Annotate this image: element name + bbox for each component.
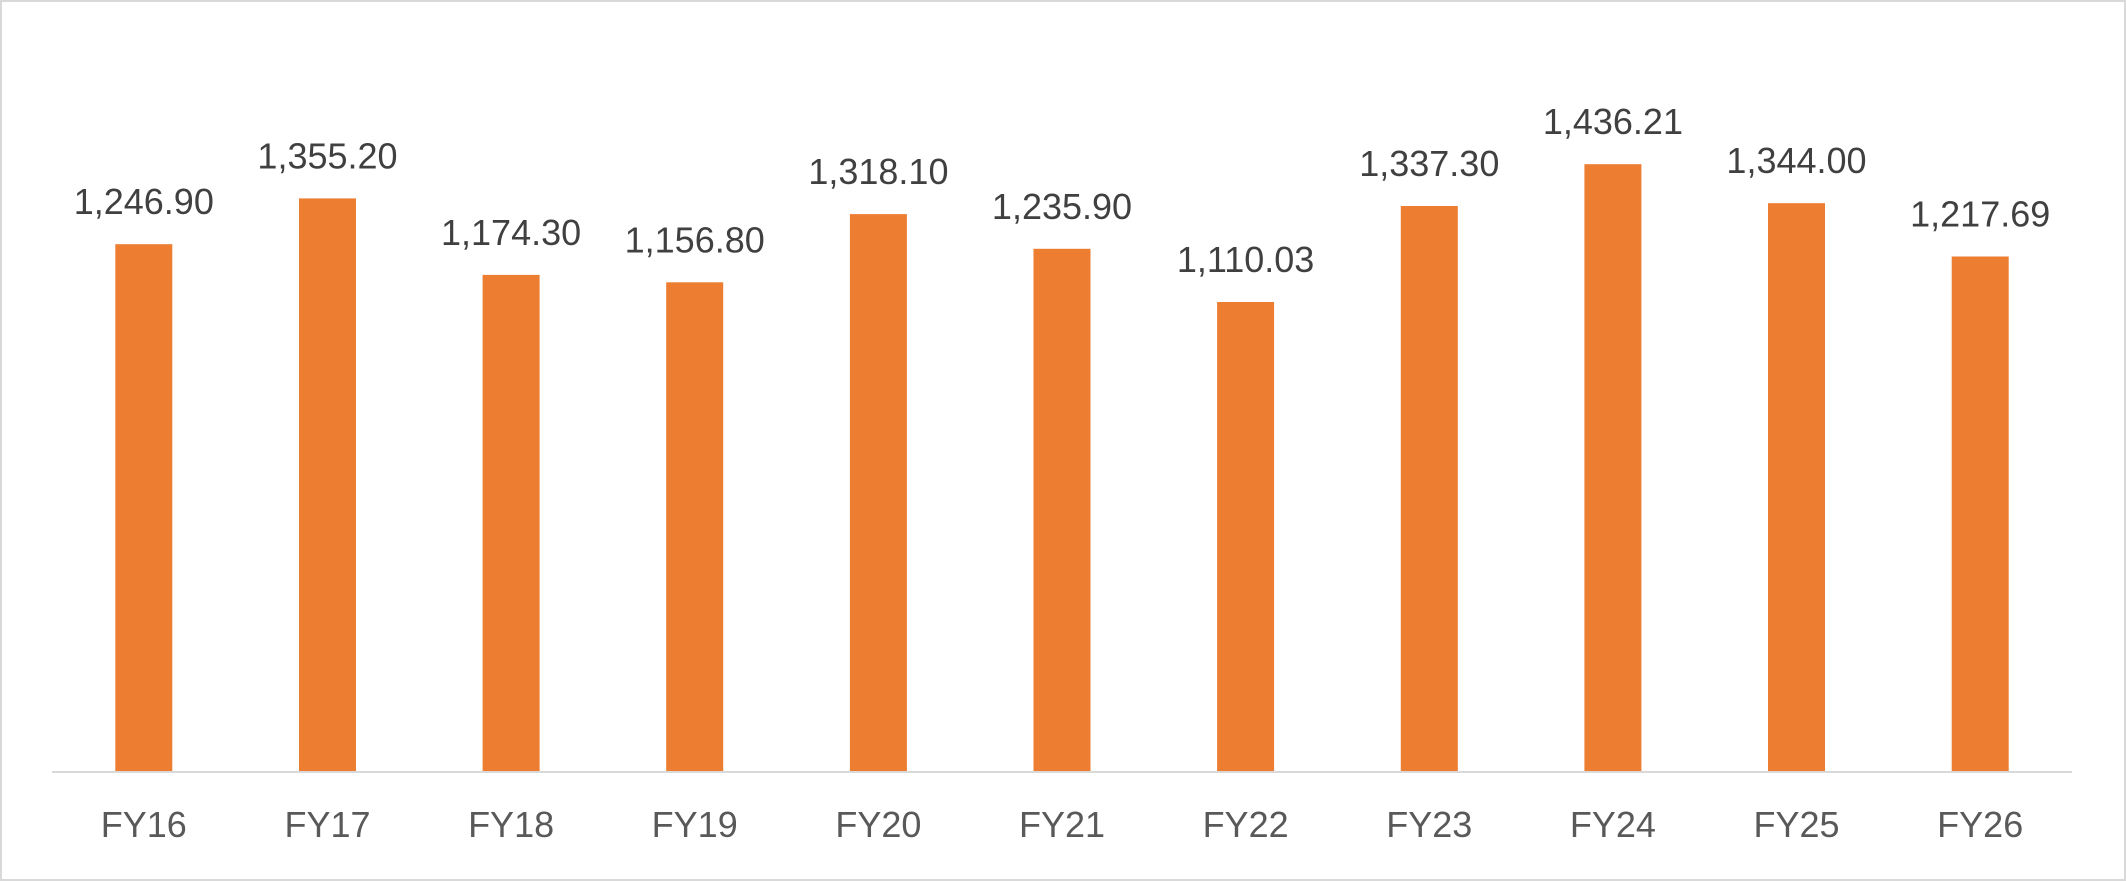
bar-fy18 xyxy=(482,274,540,771)
data-label-fy21: 1,235.90 xyxy=(992,186,1132,227)
data-labels-layer: 1,246.90 1,355.20 1,174.30 1,156.80 1,318.10… xyxy=(74,101,2051,280)
data-label-fy24: 1,436.21 xyxy=(1543,101,1683,142)
bar-fy24 xyxy=(1584,164,1642,771)
data-label-fy18: 1,174.30 xyxy=(441,212,581,253)
x-tick-label-fy21: FY21 xyxy=(1019,804,1105,845)
x-tick-label-fy22: FY22 xyxy=(1203,804,1289,845)
data-label-fy16: 1,246.90 xyxy=(74,181,214,222)
bar-fy25 xyxy=(1768,203,1825,771)
data-label-fy19: 1,156.80 xyxy=(625,219,765,260)
x-tick-labels-layer: FY16 FY17 FY18 FY19 FY20 FY21 FY22 FY23 FY24 FY25… xyxy=(101,804,2023,845)
x-tick-label-fy16: FY16 xyxy=(101,804,187,845)
x-tick-label-fy18: FY18 xyxy=(468,804,554,845)
data-label-fy25: 1,344.00 xyxy=(1726,140,1866,181)
bar-fy19 xyxy=(666,282,724,771)
bar-fy23 xyxy=(1400,206,1458,771)
bar-fy20 xyxy=(849,214,907,772)
bar-fy26 xyxy=(1951,256,2009,771)
x-tick-label-fy25: FY25 xyxy=(1753,804,1839,845)
data-label-fy22: 1,110.03 xyxy=(1177,239,1314,280)
bar-fy16 xyxy=(115,244,173,771)
data-label-fy26: 1,217.69 xyxy=(1910,194,2050,235)
bar-fy17 xyxy=(299,198,356,771)
data-label-fy20: 1,318.10 xyxy=(808,151,948,192)
x-tick-label-fy24: FY24 xyxy=(1570,804,1656,845)
bar-fy22 xyxy=(1217,302,1275,771)
x-tick-label-fy20: FY20 xyxy=(835,804,921,845)
x-tick-label-fy23: FY23 xyxy=(1386,804,1472,845)
data-label-fy23: 1,337.30 xyxy=(1359,143,1499,184)
x-tick-label-fy19: FY19 xyxy=(652,804,738,845)
data-label-fy17: 1,355.20 xyxy=(257,135,397,176)
x-tick-label-fy17: FY17 xyxy=(284,804,370,845)
bars-layer xyxy=(115,164,2009,772)
bar-fy21 xyxy=(1033,248,1091,772)
x-tick-label-fy26: FY26 xyxy=(1937,804,2023,845)
